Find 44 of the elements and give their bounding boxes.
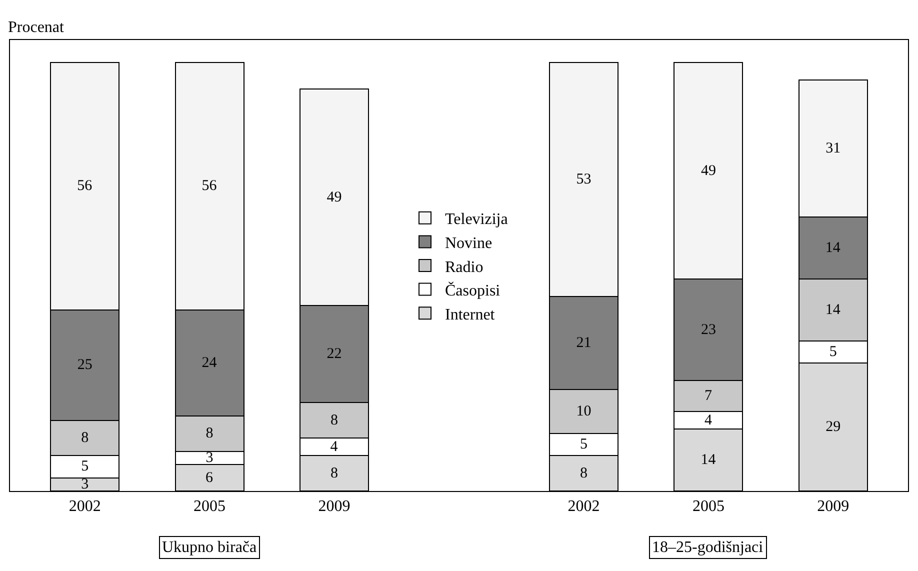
data-label: 5	[829, 344, 837, 360]
data-label: 14	[825, 302, 841, 318]
data-label: 4	[330, 438, 338, 455]
data-label: 7	[704, 388, 712, 404]
legend-label: Televizija	[445, 211, 508, 228]
data-label: 6	[206, 470, 214, 486]
data-label: 8	[330, 465, 338, 482]
data-label: 21	[576, 335, 592, 352]
x-tick-label: 2002	[68, 498, 101, 516]
data-label: 56	[202, 178, 218, 194]
data-label: 14	[700, 452, 716, 468]
data-label: 8	[580, 465, 588, 482]
legend-label: Časopisi	[445, 282, 501, 300]
data-label: 3	[81, 476, 89, 492]
x-tick-label: 2009	[817, 498, 850, 516]
y-axis-title: Procenat	[8, 19, 65, 36]
data-label: 53	[576, 172, 592, 188]
data-label: 5	[580, 436, 588, 453]
data-label: 24	[202, 354, 218, 371]
data-label: 8	[206, 426, 214, 442]
x-tick-label: 2005	[194, 498, 226, 516]
data-label: 29	[826, 418, 841, 435]
data-label: 56	[77, 178, 93, 194]
data-label: 31	[826, 140, 841, 157]
legend-label: Novine	[445, 234, 492, 252]
legend-label: Radio	[445, 258, 484, 276]
x-tick-label: 2009	[318, 498, 350, 516]
data-label: 8	[330, 412, 338, 428]
data-label: 25	[77, 357, 92, 374]
x-tick-label: 2005	[692, 498, 724, 516]
data-label: 49	[700, 162, 716, 179]
text: 18–25-godišnjaci	[652, 539, 764, 556]
legend-label: Internet	[445, 306, 496, 324]
data-label: 22	[326, 346, 342, 362]
data-label: 10	[576, 403, 592, 420]
data-label: 23	[700, 322, 716, 338]
x-tick-label: 2002	[568, 498, 600, 516]
data-label: 14	[825, 240, 841, 256]
data-label: 8	[81, 430, 89, 446]
text: Ukupno birača	[162, 539, 257, 556]
data-label: 4	[704, 412, 712, 428]
data-label: 49	[326, 189, 342, 206]
data-label: 3	[206, 450, 214, 466]
data-label: 5	[81, 458, 89, 475]
